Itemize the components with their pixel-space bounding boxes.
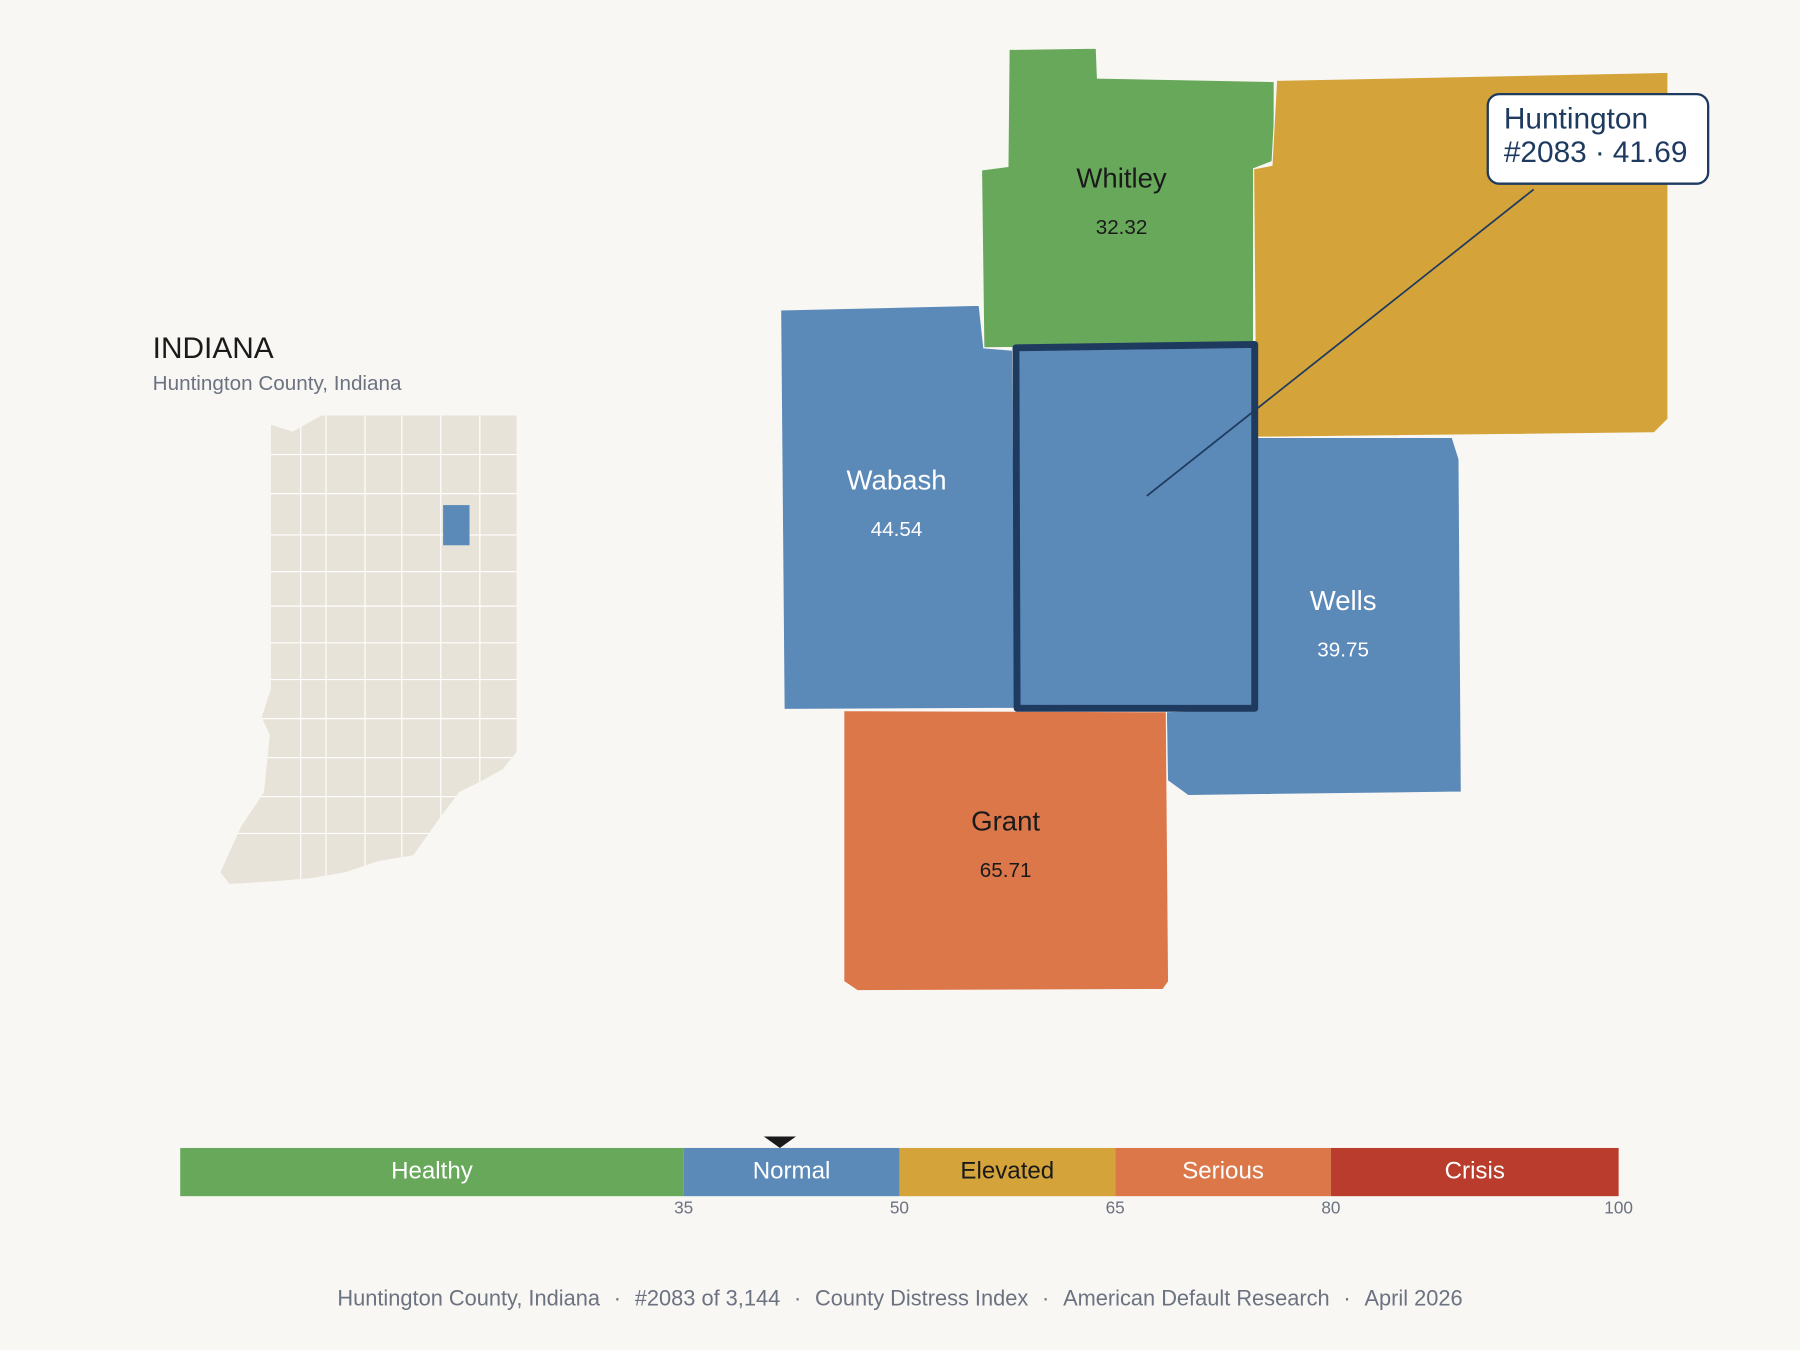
callout-rank: #2083 — [1504, 136, 1587, 169]
scale-band-label: Healthy — [391, 1157, 473, 1184]
scale-tick-label: 65 — [1106, 1197, 1125, 1217]
callout-value: 41.69 — [1613, 136, 1688, 169]
callout-detail: #2083 · 41.69 — [1504, 136, 1688, 169]
footer-item: Huntington County, Indiana — [337, 1285, 600, 1310]
separator: · — [614, 1285, 621, 1310]
separator: · — [1595, 136, 1605, 169]
scale-bar: Healthy 35 Normal 50 Elevated 65 Serious 80 Cris… — [180, 1136, 1633, 1217]
scale-band-label: Serious — [1182, 1157, 1264, 1184]
separator: · — [794, 1285, 801, 1310]
scale-band-label: Normal — [753, 1157, 831, 1184]
scale-tick-label: 50 — [890, 1197, 909, 1217]
footer-item: American Default Research — [1063, 1285, 1330, 1310]
footer-item: County Distress Index — [815, 1285, 1028, 1310]
footer: Huntington County, Indiana · #2083 of 3,14… — [337, 1285, 1462, 1310]
scale-band — [899, 1147, 1116, 1197]
scale-band — [683, 1147, 900, 1197]
scale-tick-label: 35 — [674, 1197, 693, 1217]
callout-name: Huntington — [1504, 102, 1648, 135]
state-shape — [220, 415, 517, 884]
scale-band — [1330, 1147, 1619, 1197]
scale-band-label: Crisis — [1445, 1157, 1505, 1184]
county-name: Whitley — [1076, 163, 1167, 194]
separator: · — [1343, 1285, 1350, 1310]
state-subtitle: Huntington County, Indiana — [153, 372, 402, 395]
county — [843, 710, 1170, 992]
footer-item: #2083 of 3,144 — [635, 1285, 780, 1310]
county-name: Grant — [971, 805, 1040, 836]
scale-marker — [763, 1136, 796, 1148]
county-name: Wabash — [847, 464, 947, 495]
county-value: 44.54 — [871, 518, 923, 541]
scale-band-label: Elevated — [960, 1157, 1054, 1184]
inset-highlight — [443, 505, 470, 546]
county-value: 32.32 — [1096, 216, 1148, 239]
county-value: 65.71 — [980, 859, 1032, 882]
footer-item: April 2026 — [1364, 1285, 1462, 1310]
scale-tick-label: 80 — [1321, 1197, 1340, 1217]
selected-outline — [1012, 340, 1259, 712]
county — [1015, 343, 1256, 709]
county-layer: Whitley 32.32 Wabash 44.54 Wells 39.75 Grant 65… — [780, 47, 1710, 992]
state-title: INDIANA — [153, 332, 274, 365]
county — [980, 47, 1275, 349]
county — [780, 304, 1017, 711]
inset-map — [220, 415, 517, 884]
callout-leader — [1146, 188, 1535, 497]
scale-tick-label: 100 — [1604, 1197, 1633, 1217]
callout-box — [1486, 92, 1710, 185]
county-value: 39.75 — [1317, 638, 1369, 661]
scale-band — [1115, 1147, 1331, 1197]
separator: · — [1042, 1285, 1049, 1310]
county-name: Wells — [1310, 585, 1377, 616]
scale-band — [180, 1147, 684, 1197]
